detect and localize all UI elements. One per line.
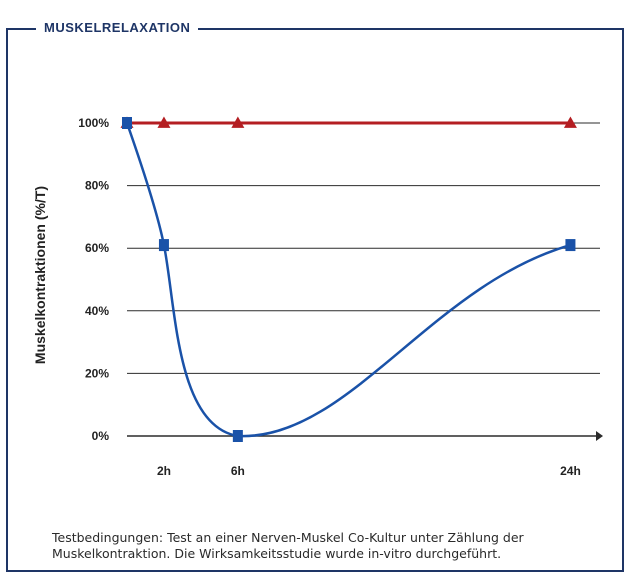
red-series-point	[231, 116, 245, 128]
y-tick-label: 40%	[85, 304, 109, 318]
blue-series-line	[125, 122, 571, 438]
x-tick-label: 2h	[157, 464, 171, 478]
red-series-point	[563, 116, 577, 128]
y-tick-label: 80%	[85, 179, 109, 193]
blue-series-point	[158, 239, 169, 252]
y-tick-label: 0%	[92, 429, 110, 443]
red-series-point	[157, 116, 171, 128]
chart-title: MUSKELRELAXATION	[36, 20, 199, 35]
blue-series-point	[122, 117, 132, 129]
footnote: Testbedingungen: Test an einer Nerven-Mu…	[52, 530, 524, 561]
y-axis-label: Muskelkontraktionen (%/T)	[32, 186, 48, 364]
blue-series-point	[565, 239, 576, 252]
y-tick-label: 100%	[78, 116, 109, 130]
axis-labels: Muskelkontraktionen (%/T) 0% 20% 40% 60% 80%…	[32, 116, 581, 478]
x-tick-label: 24h	[560, 464, 581, 478]
x-axis-arrow	[596, 431, 603, 441]
blue-series-point	[232, 430, 243, 442]
y-tick-label: 60%	[85, 241, 109, 255]
axes	[127, 431, 603, 441]
series	[120, 116, 577, 442]
x-tick-label: 6h	[231, 464, 245, 478]
grid-lines	[127, 122, 600, 374]
y-tick-label: 20%	[85, 366, 109, 380]
